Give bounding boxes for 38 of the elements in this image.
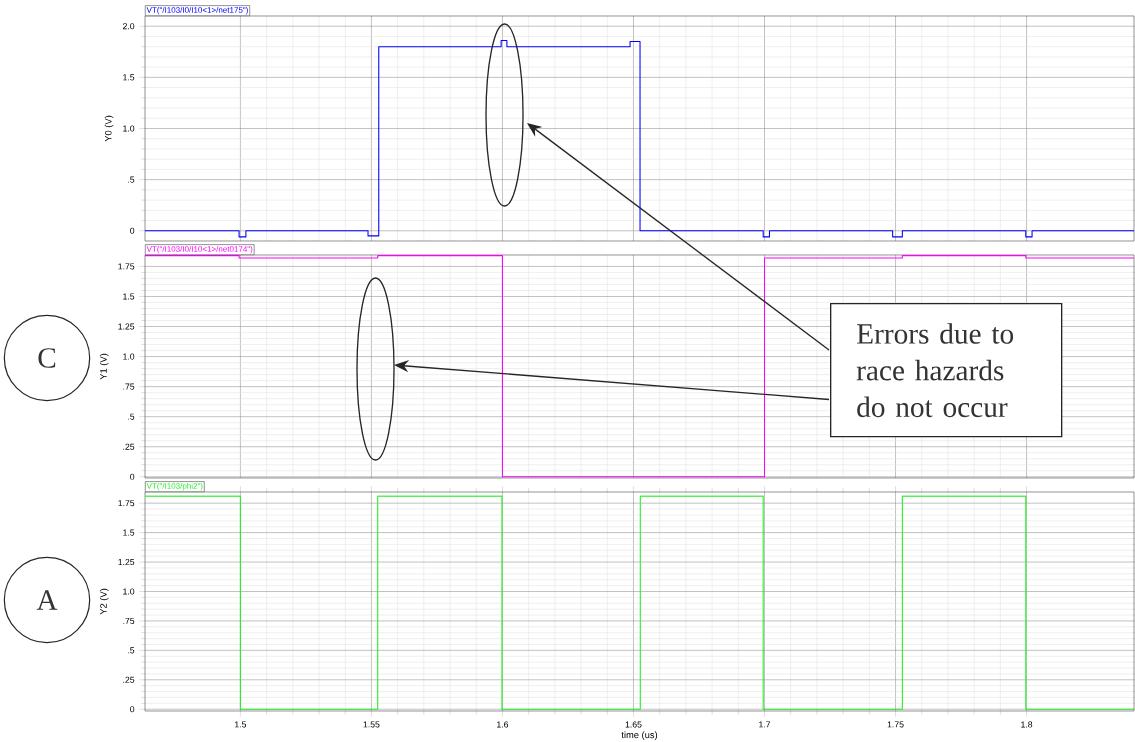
y-tick-label: 1.0 — [123, 588, 135, 595]
y-tick-label: 1.5 — [123, 74, 135, 81]
x-tick-label: 1.6 — [497, 721, 509, 728]
y-tick-label: .5 — [128, 176, 135, 183]
y-tick-label: 0 — [130, 706, 135, 713]
x-tick-label: 1.55 — [363, 721, 380, 728]
y-tick-label: 1.0 — [123, 125, 135, 132]
y-tick-label: 0 — [130, 473, 135, 480]
y-tick-label: 1.25 — [118, 323, 135, 330]
text: C — [38, 348, 56, 368]
y-tick-label: .75 — [123, 383, 135, 390]
annotation: Errors due to race hazards do not occur — [856, 323, 1014, 418]
x-tick-label: 1.8 — [1021, 721, 1033, 728]
series-label: VT("/I103/I0/I10<1>/net0174") — [146, 245, 253, 254]
y-tick-label: 0 — [130, 227, 135, 234]
y-tick-label: 2.0 — [123, 23, 135, 30]
y-tick-label: 1.75 — [118, 500, 135, 507]
x-tick-label: 1.7 — [759, 721, 771, 728]
y-tick-label: .25 — [123, 676, 135, 683]
y-tick-label: .75 — [123, 617, 135, 624]
x-tick-label: 1.5 — [235, 721, 247, 728]
text: A — [36, 590, 58, 610]
series-label: VT("/I103/phi2") — [146, 482, 203, 491]
y-tick-label: .5 — [128, 647, 135, 654]
y-tick-label: .5 — [128, 413, 135, 420]
y-tick-label: .25 — [123, 443, 135, 450]
x-tick-label: 1.65 — [625, 721, 642, 728]
y-axis-title: Y2 (V) — [99, 588, 109, 615]
y-tick-label: 1.75 — [118, 263, 135, 270]
y-tick-label: 1.5 — [123, 529, 135, 536]
x-tick-label: 1.75 — [887, 721, 904, 728]
y-tick-label: 1.25 — [118, 558, 135, 566]
x-axis-title: time (us) — [621, 731, 658, 741]
y-tick-label: 1.5 — [123, 293, 135, 300]
text: VT("/I103/I0/I10<1>/net175") — [146, 6, 248, 15]
y-tick-label: 1.0 — [123, 353, 135, 360]
y-axis-title: Y0 (V) — [104, 115, 114, 142]
y-axis-title: Y1 (V) — [99, 353, 109, 380]
